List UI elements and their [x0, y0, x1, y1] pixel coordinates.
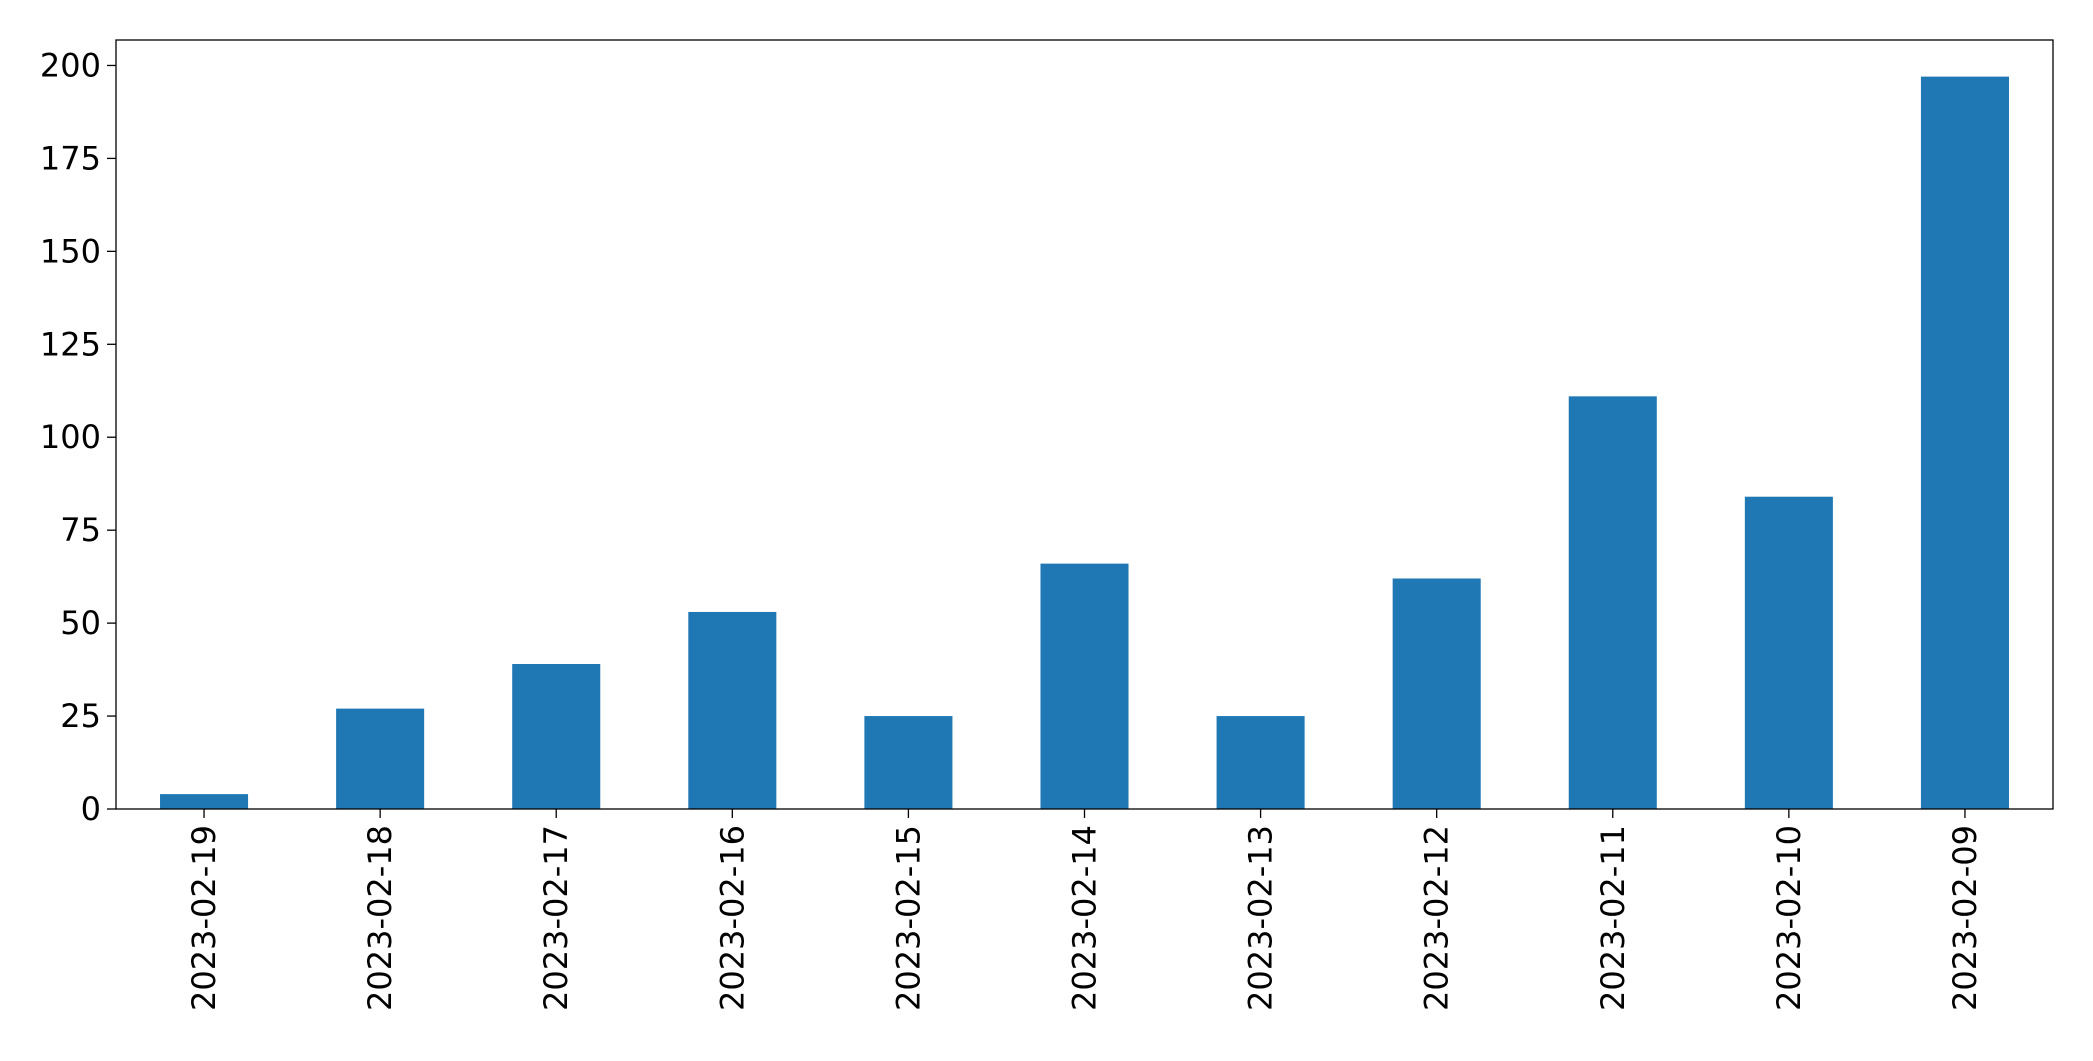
- y-tick-label: 150: [40, 232, 101, 270]
- y-tick-label: 25: [60, 697, 101, 735]
- y-tick-label: 100: [40, 418, 101, 456]
- bar: [160, 794, 249, 809]
- bar: [1568, 396, 1657, 809]
- y-tick-label: 125: [40, 325, 101, 363]
- x-tick-label: 2023-02-11: [1594, 825, 1632, 1011]
- y-tick-label: 50: [60, 604, 101, 642]
- bar: [1920, 76, 2009, 810]
- y-tick-label: 75: [60, 511, 101, 549]
- x-tick-label: 2023-02-18: [361, 825, 399, 1011]
- bar: [1040, 563, 1129, 809]
- x-tick-label: 2023-02-15: [889, 825, 927, 1011]
- y-tick-label: 200: [40, 46, 101, 84]
- bar: [1216, 716, 1305, 809]
- bar: [1744, 496, 1833, 809]
- bar: [1392, 578, 1481, 809]
- y-tick-label: 175: [40, 139, 101, 177]
- x-tick-label: 2023-02-19: [185, 825, 223, 1011]
- x-tick-label: 2023-02-17: [537, 825, 575, 1011]
- bar: [864, 716, 953, 809]
- x-tick-label: 2023-02-14: [1066, 825, 1104, 1011]
- x-tick-label: 2023-02-16: [713, 825, 751, 1011]
- bar: [688, 611, 777, 809]
- x-tick-label: 2023-02-12: [1418, 825, 1456, 1011]
- x-tick-label: 2023-02-09: [1946, 825, 1984, 1011]
- y-tick-label: 0: [81, 790, 101, 828]
- bar: [512, 664, 601, 809]
- plot-frame: [115, 39, 2054, 810]
- x-tick-label: 2023-02-10: [1770, 825, 1808, 1011]
- bar: [336, 708, 425, 809]
- x-tick-label: 2023-02-13: [1242, 825, 1280, 1011]
